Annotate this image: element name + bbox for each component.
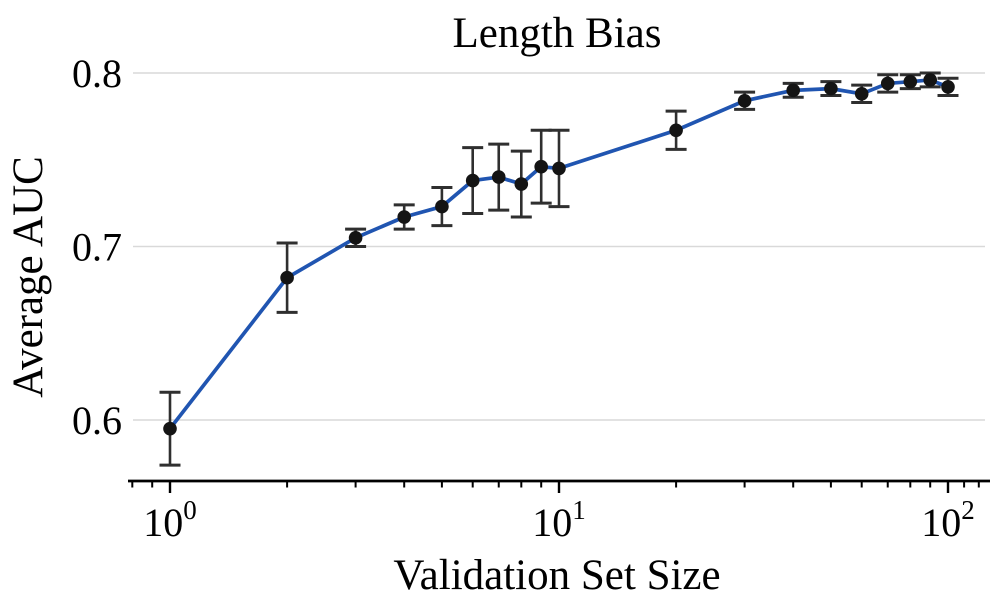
data-point <box>737 93 752 108</box>
data-point <box>534 159 549 174</box>
x-tick-label: 102 <box>921 495 975 545</box>
data-point <box>491 170 506 184</box>
data-point <box>824 81 838 96</box>
data-point <box>465 173 480 188</box>
data-point <box>880 76 895 91</box>
y-tick-label: 0.8 <box>72 51 122 96</box>
data-point <box>854 87 869 101</box>
error-bars-layer <box>159 71 959 467</box>
x-tick-label: 100 <box>143 495 197 545</box>
data-point <box>348 231 363 245</box>
data-point <box>397 210 412 224</box>
x-axis-label: Validation Set Size <box>393 552 720 599</box>
y-tick-labels: 0.6 0.7 0.8 <box>72 51 122 443</box>
x-axis <box>128 479 990 493</box>
x-tick-label: 101 <box>532 495 586 545</box>
data-point <box>514 177 529 191</box>
data-point <box>280 270 294 285</box>
data-point <box>163 421 177 436</box>
chart-title: Length Bias <box>453 10 662 57</box>
data-point <box>786 83 801 98</box>
y-axis-label: Average AUC <box>5 156 52 398</box>
data-point <box>923 73 938 87</box>
x-tick-labels: 100 101 102 <box>143 495 975 545</box>
data-point <box>435 199 449 214</box>
data-point <box>941 80 955 94</box>
data-point <box>552 161 566 176</box>
gridlines-layer <box>133 72 985 421</box>
data-point <box>903 74 918 89</box>
data-point <box>669 123 683 138</box>
data-points-layer <box>163 73 955 436</box>
y-tick-label: 0.6 <box>72 398 122 443</box>
y-tick-label: 0.7 <box>72 225 122 270</box>
